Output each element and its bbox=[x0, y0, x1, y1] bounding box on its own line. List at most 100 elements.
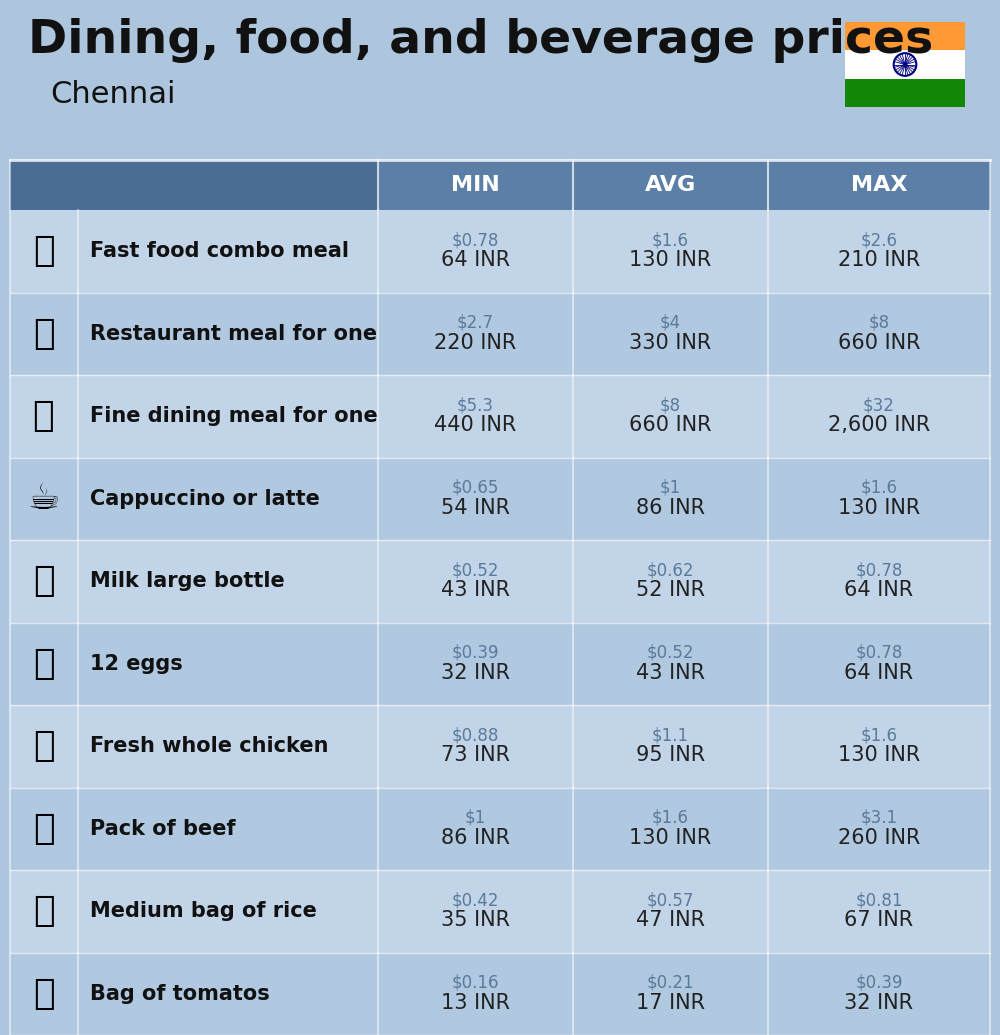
Text: 660 INR: 660 INR bbox=[838, 332, 920, 353]
Text: 220 INR: 220 INR bbox=[434, 332, 517, 353]
Text: 52 INR: 52 INR bbox=[636, 581, 705, 600]
FancyBboxPatch shape bbox=[845, 22, 965, 51]
Text: 35 INR: 35 INR bbox=[441, 910, 510, 930]
Text: $0.78: $0.78 bbox=[855, 561, 903, 580]
FancyBboxPatch shape bbox=[10, 540, 990, 622]
Text: 43 INR: 43 INR bbox=[636, 662, 705, 683]
Text: $1: $1 bbox=[465, 808, 486, 827]
Text: $0.39: $0.39 bbox=[452, 644, 499, 661]
Text: Milk large bottle: Milk large bottle bbox=[90, 571, 285, 591]
Text: 32 INR: 32 INR bbox=[441, 662, 510, 683]
Text: $0.16: $0.16 bbox=[452, 974, 499, 992]
FancyBboxPatch shape bbox=[845, 79, 965, 107]
Text: 2,600 INR: 2,600 INR bbox=[828, 415, 930, 436]
Text: 17 INR: 17 INR bbox=[636, 993, 705, 1013]
Text: $4: $4 bbox=[660, 314, 681, 332]
Text: $32: $32 bbox=[863, 396, 895, 414]
Text: $0.52: $0.52 bbox=[647, 644, 694, 661]
Text: Pack of beef: Pack of beef bbox=[90, 819, 236, 838]
Text: Chennai: Chennai bbox=[50, 80, 176, 109]
Text: 95 INR: 95 INR bbox=[636, 745, 705, 765]
Text: $8: $8 bbox=[868, 314, 890, 332]
Text: $1.6: $1.6 bbox=[652, 231, 689, 249]
Text: 130 INR: 130 INR bbox=[629, 250, 712, 270]
Text: Fresh whole chicken: Fresh whole chicken bbox=[90, 736, 328, 757]
Text: MIN: MIN bbox=[451, 175, 500, 195]
Text: $1: $1 bbox=[660, 479, 681, 497]
Text: $0.65: $0.65 bbox=[452, 479, 499, 497]
FancyBboxPatch shape bbox=[0, 0, 1000, 155]
Text: $2.7: $2.7 bbox=[457, 314, 494, 332]
FancyBboxPatch shape bbox=[10, 375, 990, 457]
FancyBboxPatch shape bbox=[845, 51, 965, 79]
Text: $5.3: $5.3 bbox=[457, 396, 494, 414]
Text: $1.6: $1.6 bbox=[860, 479, 898, 497]
Text: 🍗: 🍗 bbox=[33, 730, 55, 763]
Text: $2.6: $2.6 bbox=[860, 231, 898, 249]
Text: 🥩: 🥩 bbox=[33, 811, 55, 846]
FancyBboxPatch shape bbox=[10, 870, 990, 952]
Text: 660 INR: 660 INR bbox=[629, 415, 712, 436]
Text: 47 INR: 47 INR bbox=[636, 910, 705, 930]
Text: 330 INR: 330 INR bbox=[629, 332, 712, 353]
Text: 🥚: 🥚 bbox=[33, 647, 55, 681]
Text: ☕: ☕ bbox=[28, 481, 60, 515]
Text: $1.6: $1.6 bbox=[652, 808, 689, 827]
Text: 64 INR: 64 INR bbox=[844, 581, 914, 600]
Text: $0.81: $0.81 bbox=[855, 891, 903, 910]
Text: 12 eggs: 12 eggs bbox=[90, 654, 183, 674]
Text: 32 INR: 32 INR bbox=[844, 993, 914, 1013]
FancyBboxPatch shape bbox=[10, 160, 990, 210]
Text: AVG: AVG bbox=[645, 175, 696, 195]
Text: 260 INR: 260 INR bbox=[838, 828, 920, 848]
FancyBboxPatch shape bbox=[10, 952, 990, 1035]
Text: Cappuccino or latte: Cappuccino or latte bbox=[90, 489, 320, 509]
Text: $0.57: $0.57 bbox=[647, 891, 694, 910]
Text: 210 INR: 210 INR bbox=[838, 250, 920, 270]
Text: Medium bag of rice: Medium bag of rice bbox=[90, 901, 317, 921]
Text: 🥛: 🥛 bbox=[33, 564, 55, 598]
FancyBboxPatch shape bbox=[10, 788, 990, 870]
Text: Fine dining meal for one: Fine dining meal for one bbox=[90, 407, 378, 426]
Text: 130 INR: 130 INR bbox=[838, 745, 920, 765]
Text: 67 INR: 67 INR bbox=[844, 910, 914, 930]
FancyBboxPatch shape bbox=[10, 210, 990, 293]
Text: $0.42: $0.42 bbox=[452, 891, 499, 910]
FancyBboxPatch shape bbox=[10, 160, 378, 210]
FancyBboxPatch shape bbox=[10, 457, 990, 540]
Text: $1.6: $1.6 bbox=[860, 727, 898, 744]
Text: 54 INR: 54 INR bbox=[441, 498, 510, 518]
Text: 13 INR: 13 INR bbox=[441, 993, 510, 1013]
Text: 130 INR: 130 INR bbox=[838, 498, 920, 518]
Text: 🍅: 🍅 bbox=[33, 977, 55, 1011]
Text: Dining, food, and beverage prices: Dining, food, and beverage prices bbox=[28, 18, 933, 63]
Text: 43 INR: 43 INR bbox=[441, 581, 510, 600]
Text: MAX: MAX bbox=[851, 175, 907, 195]
Text: 64 INR: 64 INR bbox=[441, 250, 510, 270]
FancyBboxPatch shape bbox=[10, 622, 990, 705]
Text: 86 INR: 86 INR bbox=[636, 498, 705, 518]
Text: $0.52: $0.52 bbox=[452, 561, 499, 580]
Text: Fast food combo meal: Fast food combo meal bbox=[90, 241, 349, 261]
Text: 86 INR: 86 INR bbox=[441, 828, 510, 848]
Text: 🍔: 🍔 bbox=[33, 234, 55, 268]
Text: $1.1: $1.1 bbox=[652, 727, 689, 744]
Text: $0.21: $0.21 bbox=[647, 974, 694, 992]
Text: 🍽️: 🍽️ bbox=[33, 400, 55, 434]
Text: 73 INR: 73 INR bbox=[441, 745, 510, 765]
Text: 🍚: 🍚 bbox=[33, 894, 55, 928]
Text: 130 INR: 130 INR bbox=[629, 828, 712, 848]
FancyBboxPatch shape bbox=[10, 293, 990, 375]
Text: $0.78: $0.78 bbox=[452, 231, 499, 249]
Text: 440 INR: 440 INR bbox=[434, 415, 517, 436]
Text: $0.88: $0.88 bbox=[452, 727, 499, 744]
FancyBboxPatch shape bbox=[10, 705, 990, 788]
Text: $8: $8 bbox=[660, 396, 681, 414]
Text: 🍳: 🍳 bbox=[33, 317, 55, 351]
Text: $3.1: $3.1 bbox=[860, 808, 898, 827]
Text: $0.39: $0.39 bbox=[855, 974, 903, 992]
Text: Restaurant meal for one: Restaurant meal for one bbox=[90, 324, 377, 344]
Text: $0.78: $0.78 bbox=[855, 644, 903, 661]
Text: $0.62: $0.62 bbox=[647, 561, 694, 580]
Text: Bag of tomatos: Bag of tomatos bbox=[90, 983, 270, 1004]
